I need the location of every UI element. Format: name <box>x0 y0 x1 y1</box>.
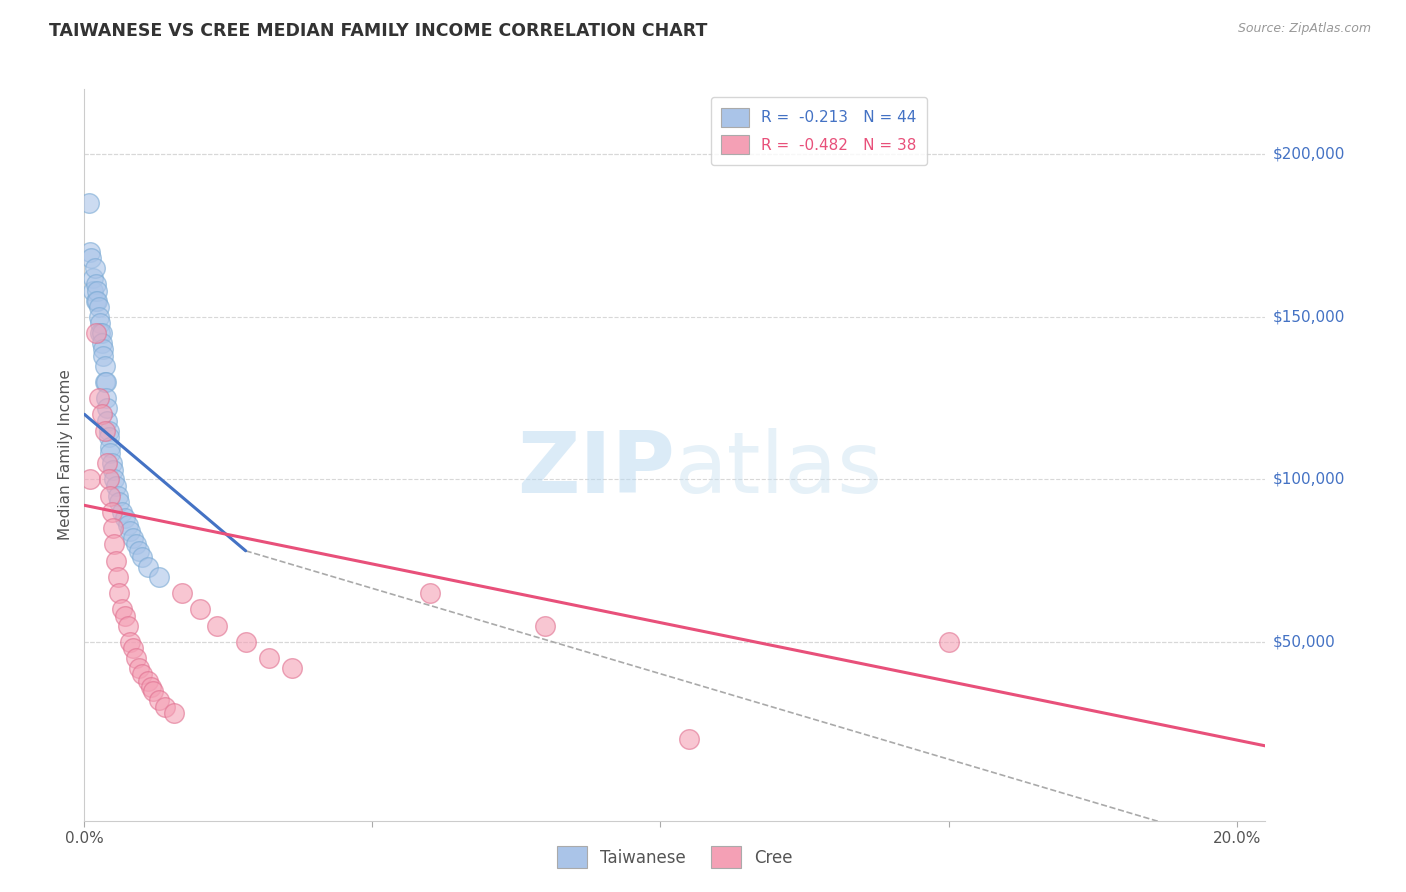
Point <box>89 316 111 330</box>
Point <box>90 407 112 421</box>
Point <box>91 349 114 363</box>
Text: atlas: atlas <box>675 428 883 511</box>
Text: $200,000: $200,000 <box>1272 146 1344 161</box>
Point <box>120 524 142 539</box>
Point <box>108 495 131 509</box>
Point <box>131 667 153 681</box>
Point <box>96 414 118 428</box>
Text: $50,000: $50,000 <box>1272 634 1336 649</box>
Point <box>96 401 118 415</box>
Point <box>122 531 145 545</box>
Point <box>87 310 110 324</box>
Point <box>103 537 125 551</box>
Y-axis label: Median Family Income: Median Family Income <box>58 369 73 541</box>
Point <box>90 326 112 340</box>
Point <box>131 550 153 565</box>
Point <box>89 326 111 340</box>
Point <box>84 326 107 340</box>
Text: $100,000: $100,000 <box>1272 472 1344 487</box>
Point <box>101 505 124 519</box>
Point <box>96 391 118 405</box>
Point <box>84 293 107 308</box>
Point <box>80 252 103 266</box>
Legend: Taiwanese, Cree: Taiwanese, Cree <box>550 839 800 874</box>
Point <box>136 560 159 574</box>
Point <box>82 284 104 298</box>
Point <box>235 635 257 649</box>
Point <box>101 521 124 535</box>
Point <box>105 553 128 567</box>
Point <box>90 335 112 350</box>
Point <box>257 651 280 665</box>
Point <box>97 424 120 438</box>
Point <box>105 479 128 493</box>
Point <box>136 673 159 688</box>
Point <box>96 375 118 389</box>
Point <box>938 635 960 649</box>
Text: ZIP: ZIP <box>517 428 675 511</box>
Point <box>86 293 108 308</box>
Point <box>205 618 228 632</box>
Point <box>77 196 100 211</box>
Point <box>79 472 101 486</box>
Point <box>142 683 165 698</box>
Point <box>101 462 124 476</box>
Point <box>128 661 150 675</box>
Point <box>120 635 142 649</box>
Point <box>107 489 129 503</box>
Point <box>97 472 120 486</box>
Point <box>98 489 121 503</box>
Point <box>281 661 304 675</box>
Point <box>82 270 104 285</box>
Point <box>111 602 134 616</box>
Point <box>111 505 134 519</box>
Point <box>139 681 162 695</box>
Point <box>84 277 107 292</box>
Point <box>91 343 114 357</box>
Point <box>114 511 136 525</box>
Point <box>163 706 186 721</box>
Point <box>107 570 129 584</box>
Point <box>86 284 108 298</box>
Point <box>122 641 145 656</box>
Point <box>172 586 194 600</box>
Point <box>93 359 115 373</box>
Point <box>117 618 139 632</box>
Text: Source: ZipAtlas.com: Source: ZipAtlas.com <box>1237 22 1371 36</box>
Point <box>108 586 131 600</box>
Point <box>101 456 124 470</box>
Point <box>79 244 101 259</box>
Point <box>419 586 441 600</box>
Point <box>678 732 700 747</box>
Point <box>114 608 136 623</box>
Point <box>83 260 105 275</box>
Point <box>125 537 148 551</box>
Point <box>125 651 148 665</box>
Point <box>87 391 110 405</box>
Point <box>97 430 120 444</box>
Text: TAIWANESE VS CREE MEDIAN FAMILY INCOME CORRELATION CHART: TAIWANESE VS CREE MEDIAN FAMILY INCOME C… <box>49 22 707 40</box>
Point <box>153 699 176 714</box>
Point <box>188 602 211 616</box>
Point <box>103 472 125 486</box>
Point <box>93 375 115 389</box>
Point <box>96 456 118 470</box>
Point <box>87 300 110 314</box>
Point <box>148 570 170 584</box>
Point <box>534 618 557 632</box>
Point <box>148 693 170 707</box>
Point <box>93 424 115 438</box>
Point <box>128 544 150 558</box>
Point <box>98 446 121 460</box>
Point <box>117 517 139 532</box>
Point <box>98 440 121 454</box>
Text: $150,000: $150,000 <box>1272 310 1344 325</box>
